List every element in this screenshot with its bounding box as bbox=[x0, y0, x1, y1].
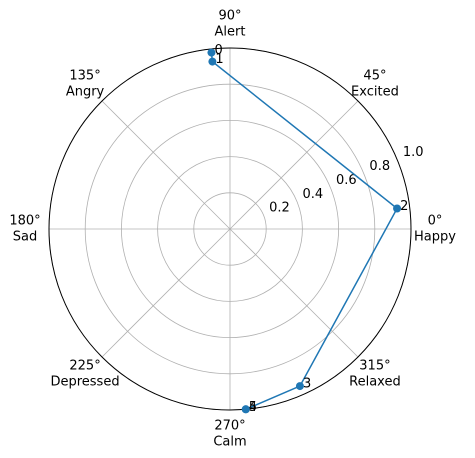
data-point bbox=[241, 405, 250, 414]
angle-name-label: Sad bbox=[13, 230, 37, 245]
point-label: 3 bbox=[303, 377, 311, 392]
radial-grid-circle bbox=[84, 83, 376, 375]
polar-frame bbox=[48, 47, 412, 411]
point-label: 1 bbox=[215, 52, 223, 67]
angle-tick-label: 90° bbox=[218, 9, 241, 24]
radial-grid-circle bbox=[157, 156, 303, 302]
angular-grid-line bbox=[101, 228, 231, 358]
angle-tick-label: 45° bbox=[363, 69, 386, 84]
angle-name-label: Angry bbox=[66, 85, 105, 100]
angular-grid-line bbox=[229, 100, 359, 230]
radial-grid-circle bbox=[121, 120, 339, 338]
angle-name-label: Depressed bbox=[50, 374, 119, 389]
radial-tick-label: 0.8 bbox=[369, 159, 390, 174]
angle-name-label: Calm bbox=[213, 435, 246, 450]
angular-grid-line bbox=[229, 228, 359, 358]
angular-grid-line bbox=[101, 100, 231, 230]
angle-tick-label: 225° bbox=[69, 358, 100, 373]
data-point bbox=[295, 382, 304, 391]
angle-name-label: Excited bbox=[351, 85, 399, 100]
data-point bbox=[208, 57, 217, 66]
radial-tick-label: 0.2 bbox=[269, 201, 290, 216]
data-point bbox=[393, 204, 402, 213]
angle-tick-label: 135° bbox=[69, 69, 100, 84]
point-label: 2 bbox=[400, 199, 408, 214]
angle-name-label: Happy bbox=[414, 230, 456, 245]
angle-tick-label: 0° bbox=[428, 214, 443, 229]
point-label: 0 bbox=[214, 43, 222, 58]
radial-grid-circle bbox=[193, 192, 267, 266]
angle-tick-label: 315° bbox=[359, 358, 390, 373]
data-line bbox=[210, 52, 399, 411]
angle-tick-label: 270° bbox=[214, 419, 245, 434]
angle-tick-label: 180° bbox=[9, 214, 40, 229]
point-label: 5 bbox=[249, 400, 257, 415]
radial-tick-label: 0.4 bbox=[303, 187, 324, 202]
angle-name-label: Alert bbox=[215, 25, 246, 40]
point-label: 4 bbox=[249, 400, 257, 415]
radial-tick-label: 0.6 bbox=[336, 173, 357, 188]
angle-name-label: Relaxed bbox=[349, 374, 401, 389]
radial-tick-label: 1.0 bbox=[403, 145, 424, 160]
data-point bbox=[207, 48, 216, 57]
